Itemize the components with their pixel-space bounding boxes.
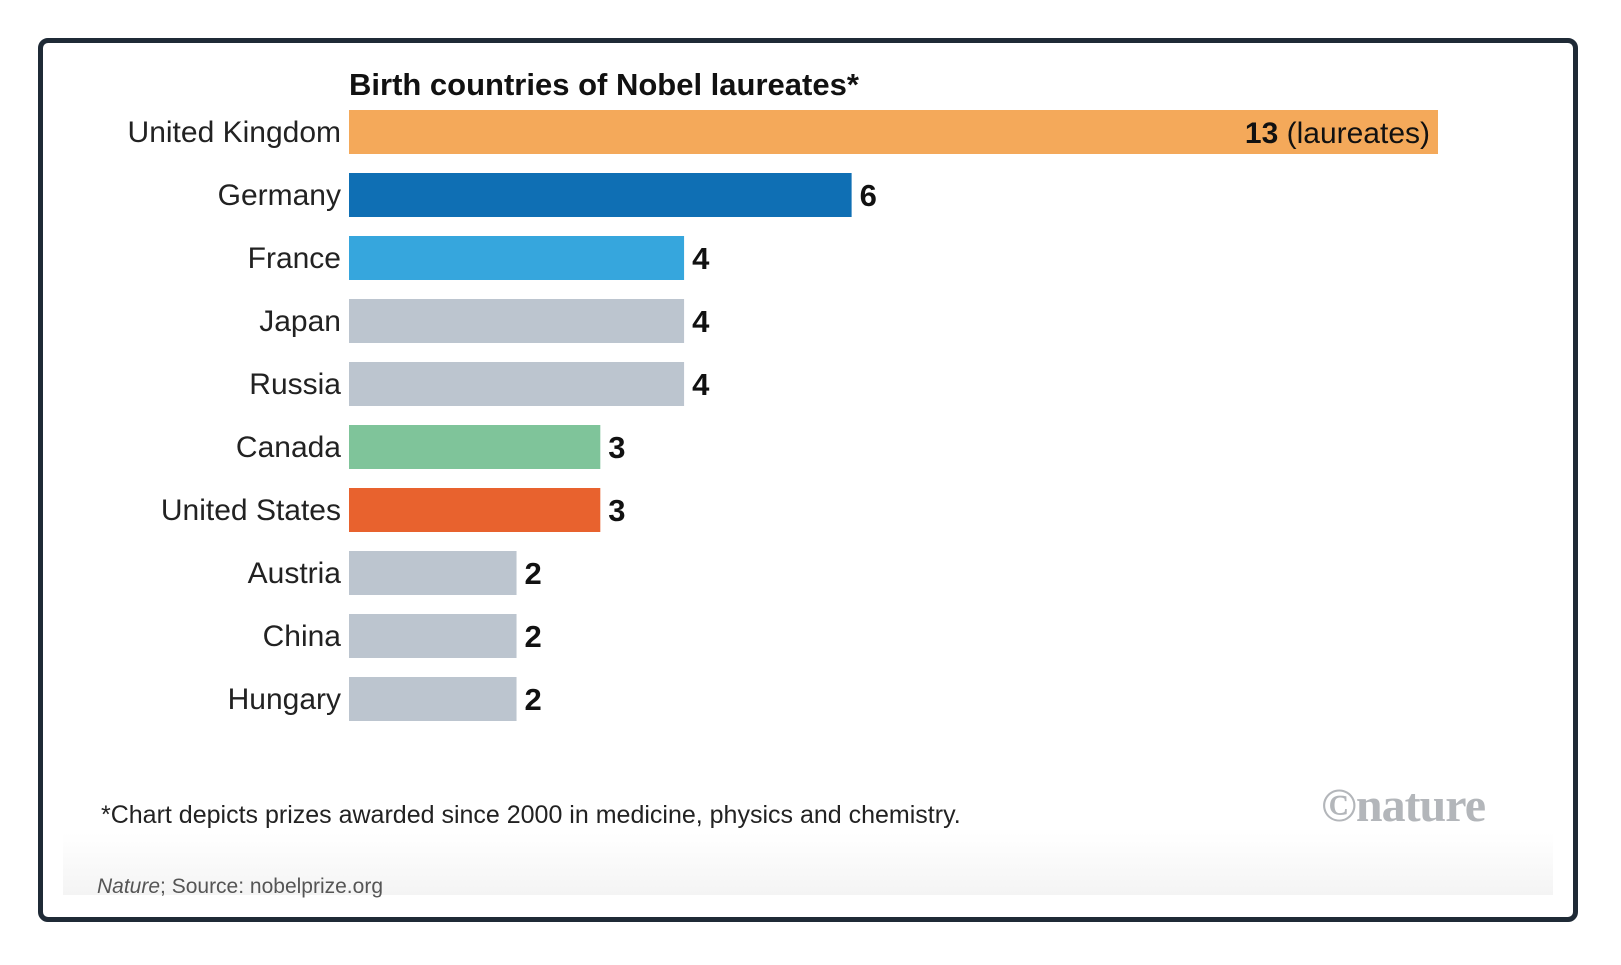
category-label: China (263, 620, 342, 653)
bar (349, 551, 517, 595)
value-label: 2 (525, 619, 542, 654)
bar (349, 236, 685, 280)
source-credit: Nature; Source: nobelprize.org (97, 875, 383, 899)
bar (349, 110, 1438, 154)
chart-frame: Birth countries of Nobel laureates* Unit… (38, 38, 1578, 922)
chart-footnote: *Chart depicts prizes awarded since 2000… (101, 801, 961, 829)
bar (349, 488, 601, 532)
bar (349, 677, 517, 721)
category-label: France (248, 242, 341, 275)
value-label: 3 (608, 493, 625, 528)
footer-strip (63, 833, 1553, 895)
bar (349, 614, 517, 658)
category-label: Japan (259, 305, 341, 338)
value-label: 6 (860, 178, 877, 213)
value-label: 4 (692, 367, 710, 402)
category-label: Germany (218, 179, 341, 212)
bar-chart: Birth countries of Nobel laureates* Unit… (128, 67, 1438, 721)
category-label: United Kingdom (128, 116, 341, 149)
bar (349, 299, 685, 343)
category-label: Canada (236, 431, 341, 464)
value-label: 2 (525, 556, 542, 591)
chart-title: Birth countries of Nobel laureates* (349, 67, 860, 102)
value-label: 4 (692, 304, 710, 339)
category-label: Hungary (228, 683, 341, 716)
category-label: Russia (249, 368, 341, 401)
bar (349, 362, 685, 406)
value-label: 3 (608, 430, 625, 465)
bar (349, 425, 601, 469)
value-label: 13 (laureates) (1245, 117, 1430, 150)
source-publication: Nature (97, 875, 161, 898)
value-label: 2 (525, 682, 542, 717)
nature-logo: ©nature (1321, 779, 1486, 832)
bars-layer: United Kingdom 13 (laureates) Germany 6 Fran… (128, 110, 1438, 721)
category-label: United States (161, 494, 341, 527)
bar (349, 173, 852, 217)
value-label: 4 (692, 241, 710, 276)
source-rest: ; Source: nobelprize.org (160, 875, 383, 898)
category-label: Austria (248, 557, 342, 590)
